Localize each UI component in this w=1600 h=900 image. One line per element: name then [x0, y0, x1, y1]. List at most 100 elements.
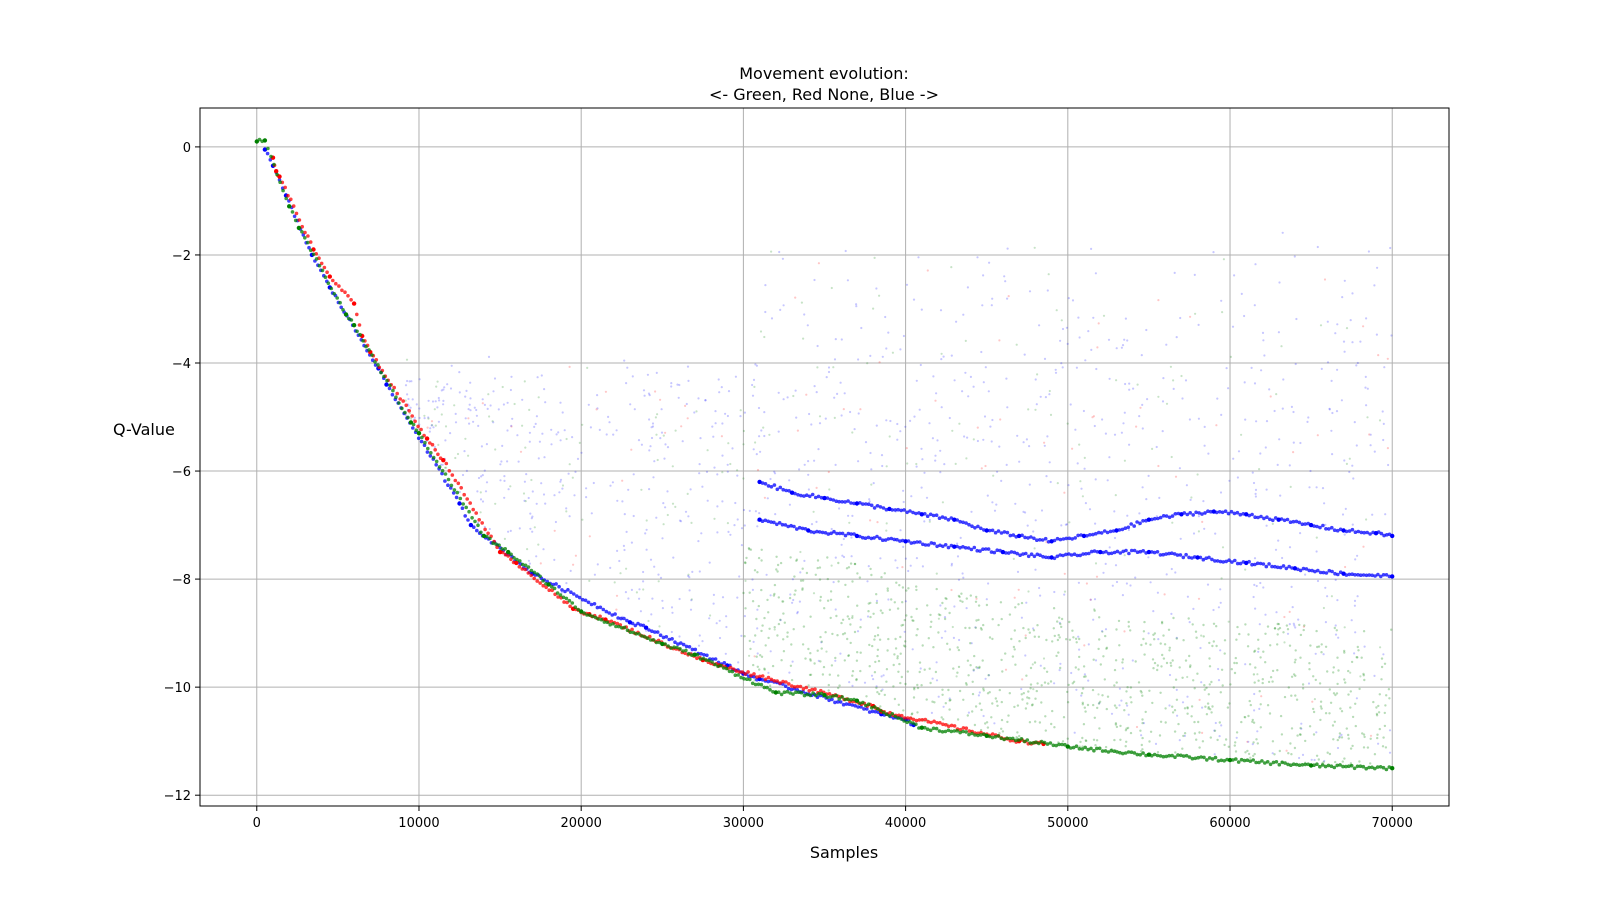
scatter-point	[1382, 736, 1385, 739]
scatter-point	[1368, 433, 1371, 436]
scatter-point	[916, 711, 919, 714]
scatter-point	[587, 403, 590, 406]
scatter-point-1	[993, 530, 998, 535]
scatter-point	[517, 460, 520, 463]
scatter-point-2	[783, 523, 788, 527]
scatter-point	[1172, 686, 1176, 689]
scatter-point-4	[555, 591, 560, 595]
scatter-point	[1141, 486, 1144, 489]
scatter-point	[1152, 610, 1155, 613]
scatter-point-2	[918, 540, 922, 544]
scatter-point	[911, 619, 914, 622]
scatter-point-4	[1329, 764, 1334, 768]
scatter-point-3	[755, 675, 759, 679]
scatter-point-2	[1132, 548, 1137, 553]
scatter-point-0	[838, 700, 843, 704]
scatter-point	[956, 542, 959, 545]
scatter-point	[782, 398, 785, 401]
scatter-point	[687, 515, 690, 518]
scatter-point	[802, 337, 805, 340]
scatter-point	[1264, 613, 1267, 616]
scatter-point	[1051, 709, 1054, 713]
scatter-point	[1174, 678, 1178, 681]
scatter-point	[1203, 688, 1207, 691]
scatter-point-4	[500, 547, 504, 551]
scatter-point	[816, 366, 819, 369]
scatter-point	[864, 441, 868, 444]
scatter-point	[621, 479, 624, 482]
scatter-point	[855, 678, 858, 682]
scatter-point	[1210, 680, 1213, 684]
scatter-point	[1152, 633, 1155, 636]
scatter-point	[1316, 645, 1319, 649]
scatter-point	[1221, 546, 1225, 549]
scatter-point	[1153, 638, 1156, 641]
scatter-point	[1126, 686, 1129, 689]
scatter-point	[846, 279, 850, 282]
scatter-point	[1013, 648, 1016, 651]
scatter-point-4	[1173, 755, 1177, 759]
scatter-point	[678, 519, 682, 522]
scatter-point	[1362, 746, 1366, 749]
scatter-point-2	[1267, 562, 1271, 566]
scatter-point-0	[598, 605, 603, 610]
scatter-point-3	[784, 680, 788, 684]
scatter-point	[1283, 615, 1286, 619]
scatter-point	[1294, 658, 1297, 661]
scatter-point-3	[952, 724, 957, 728]
scatter-point	[706, 449, 709, 452]
scatter-point-2	[969, 547, 974, 552]
scatter-point-1	[1273, 516, 1278, 520]
y-axis-label: Q-Value	[113, 420, 175, 439]
scatter-point	[887, 637, 890, 641]
scatter-point	[1341, 296, 1344, 299]
scatter-point	[962, 576, 965, 579]
scatter-point	[1207, 707, 1210, 710]
scatter-point	[646, 373, 650, 376]
scatter-point	[1172, 387, 1175, 390]
scatter-point-4	[473, 519, 477, 524]
scatter-point-4	[914, 722, 918, 727]
scatter-point	[670, 606, 674, 609]
scatter-point	[867, 610, 870, 613]
scatter-point	[1028, 445, 1031, 448]
scatter-point	[1232, 457, 1235, 460]
scatter-point	[1056, 482, 1059, 485]
scatter-point	[1189, 498, 1192, 501]
scatter-point-2	[1141, 549, 1145, 553]
scatter-point	[1261, 681, 1264, 685]
scatter-point	[609, 566, 612, 570]
scatter-point	[670, 382, 673, 385]
scatter-point	[1353, 604, 1356, 607]
scatter-point	[803, 313, 806, 316]
scatter-point	[629, 403, 632, 406]
scatter-point	[935, 679, 939, 682]
scatter-point	[1315, 486, 1318, 489]
scatter-point	[623, 359, 626, 362]
scatter-point	[1171, 711, 1175, 714]
scatter-point-1	[1350, 527, 1355, 532]
scatter-point-0	[443, 479, 447, 483]
scatter-point	[1014, 502, 1017, 505]
scatter-point	[1264, 446, 1267, 449]
scatter-point	[1063, 572, 1066, 575]
scatter-point	[1074, 637, 1078, 640]
scatter-point-3	[938, 721, 942, 725]
scatter-point	[1319, 324, 1323, 327]
scatter-point	[884, 315, 887, 319]
scatter-point	[971, 710, 974, 713]
scatter-point	[1057, 633, 1060, 637]
scatter-point	[943, 616, 947, 619]
scatter-point-0	[622, 616, 626, 621]
scatter-point-1	[828, 497, 833, 502]
scatter-point-1	[943, 516, 948, 520]
scatter-point-4	[343, 312, 349, 317]
scatter-point	[840, 543, 843, 546]
scatter-point-2	[1064, 552, 1068, 557]
scatter-point-0	[387, 386, 392, 391]
scatter-point	[1128, 382, 1131, 385]
scatter-point-4	[765, 685, 769, 690]
scatter-point	[1037, 635, 1041, 638]
scatter-point	[1354, 558, 1357, 561]
